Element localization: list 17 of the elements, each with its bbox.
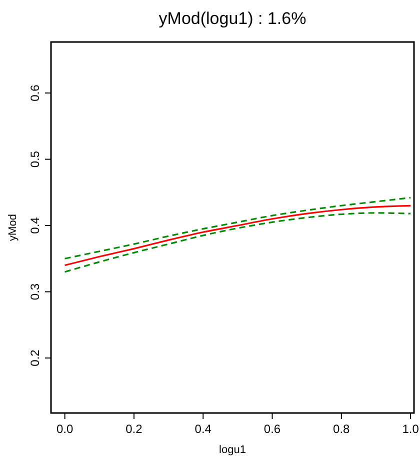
x-tick-label: 0.2 [126,422,143,436]
line-series [64,204,412,266]
x-tick-label: 1.0 [402,422,420,436]
x-axis-title: logu1 [219,444,246,456]
x-tick-label: 0.6 [264,422,281,436]
y-axis-title: yMod [7,214,19,241]
x-tick-label: 0.8 [333,422,350,436]
y-tick-label: 0.4 [28,216,42,234]
line-series [64,212,412,273]
x-tick-label: 0.0 [56,422,74,436]
y-tick-label: 0.2 [28,349,42,366]
line-series [64,196,412,260]
chart-title: yMod(logu1) : 1.6% [158,9,306,28]
y-tick-label: 0.5 [28,150,42,168]
x-tick-label: 0.4 [194,422,212,436]
y-tick-label: 0.6 [28,84,42,102]
y-tick-label: 0.3 [28,283,42,300]
